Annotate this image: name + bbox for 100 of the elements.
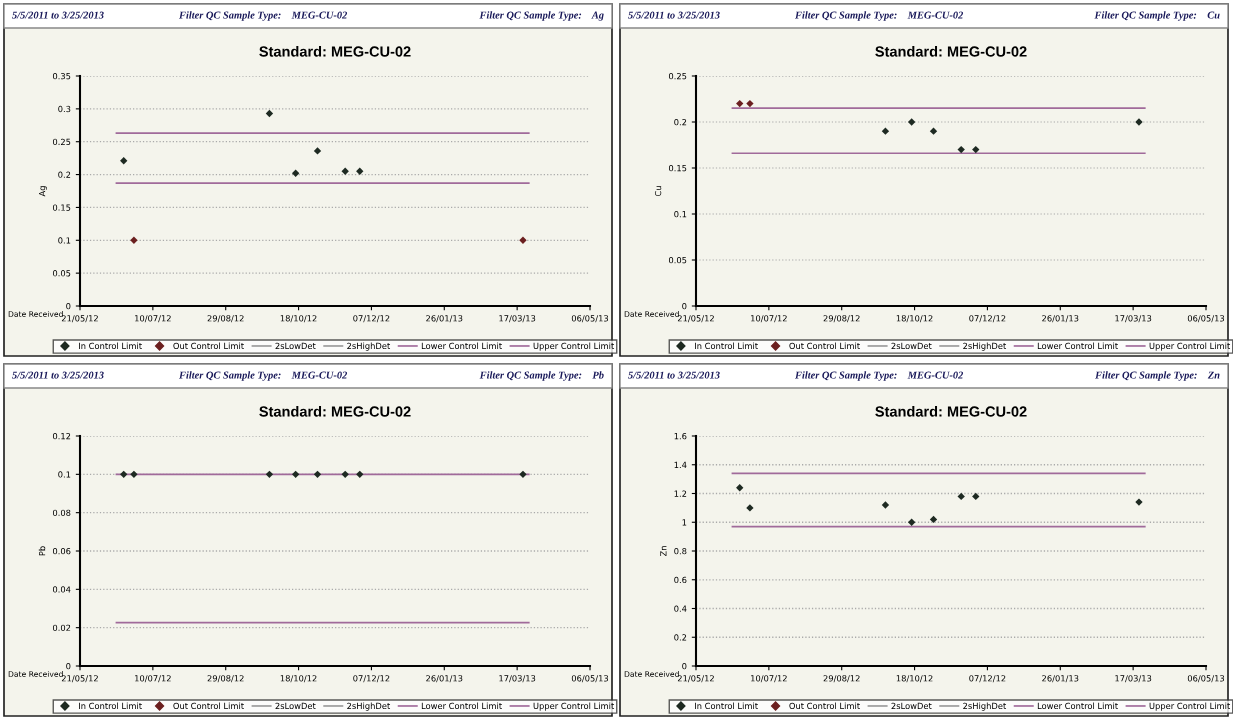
y-tick-label: 0.1 bbox=[58, 471, 71, 478]
y-tick-label: 0.1 bbox=[58, 237, 71, 244]
x-tick-label: 21/05/12 bbox=[677, 315, 714, 323]
x-tick-label: 07/12/12 bbox=[969, 315, 1006, 323]
x-tick-label: 17/03/13 bbox=[1115, 675, 1152, 683]
point bbox=[130, 236, 138, 244]
legend-label: In Control Limit bbox=[79, 342, 142, 350]
legend-label: Out Control Limit bbox=[173, 702, 244, 710]
point bbox=[972, 492, 980, 501]
point bbox=[736, 484, 744, 492]
legend-label: In Control Limit bbox=[695, 342, 758, 350]
y-tick-label: 1.2 bbox=[674, 490, 687, 497]
text: Filter QC Sample Type: MEG-CU-02 bbox=[178, 11, 348, 21]
y-tick-label: 0.06 bbox=[52, 547, 71, 555]
y-tick-label: 0.25 bbox=[52, 138, 71, 145]
y-tick-label: 0.6 bbox=[674, 576, 687, 584]
text: Filter QC Sample Type: MEG-CU-02 bbox=[794, 11, 964, 21]
text: 5/5/2011 to 3/25/2013 bbox=[12, 371, 104, 379]
point bbox=[881, 501, 890, 509]
legend-label: 2sLowDet bbox=[275, 702, 316, 710]
y-tick-label: 0.2 bbox=[674, 634, 687, 641]
x-tick-label: 10/07/12 bbox=[135, 315, 171, 323]
x-tick-label: 18/10/12 bbox=[896, 675, 933, 683]
y-axis-title: Pb bbox=[38, 546, 46, 556]
y-tick-label: 0.35 bbox=[52, 72, 71, 80]
legend-label: 2sHighDet bbox=[347, 342, 391, 351]
point bbox=[291, 169, 300, 177]
x-tick-label: 29/08/12 bbox=[207, 315, 244, 323]
x-tick-label: 07/12/12 bbox=[353, 675, 390, 683]
x-tick-label: 17/03/13 bbox=[1115, 315, 1152, 323]
point bbox=[929, 515, 938, 524]
point bbox=[265, 109, 274, 118]
chart-title: Standard: MEG-CU-02 bbox=[259, 405, 411, 417]
point bbox=[356, 167, 364, 175]
legend-label: 2sLowDet bbox=[891, 702, 932, 710]
text: Filter QC Sample Type: MEG-CU-02 bbox=[178, 371, 348, 381]
legend-label: 2sHighDet bbox=[963, 702, 1007, 711]
legend-label: 2sHighDet bbox=[347, 702, 391, 711]
x-tick-label: 10/07/12 bbox=[751, 675, 787, 683]
y-tick-label: 0.1 bbox=[674, 210, 687, 218]
legend-label: Lower Control Limit bbox=[1037, 342, 1118, 350]
y-tick-label: 0 bbox=[66, 302, 71, 310]
legend-label: Upper Control Limit bbox=[533, 342, 615, 351]
y-tick-label: 0.02 bbox=[52, 624, 71, 631]
text: Filter QC Sample Type: MEG-CU-02 bbox=[794, 371, 964, 381]
x-tick-label: 07/12/12 bbox=[969, 675, 1006, 683]
point bbox=[746, 99, 754, 108]
point bbox=[972, 145, 980, 154]
text: Filter QC Sample Type: Zn bbox=[1095, 371, 1220, 381]
y-tick-label: 1.6 bbox=[674, 432, 687, 440]
x-tick-label: 06/05/13 bbox=[1187, 675, 1225, 683]
x-tick-label: 18/10/12 bbox=[280, 315, 317, 323]
x-tick-label: 26/01/13 bbox=[1042, 675, 1079, 683]
y-tick-label: 0.15 bbox=[52, 204, 71, 211]
point bbox=[957, 145, 965, 154]
point bbox=[736, 99, 744, 108]
text: 5/5/2011 to 3/25/2013 bbox=[12, 11, 104, 19]
legend-label: In Control Limit bbox=[695, 702, 758, 710]
point bbox=[957, 492, 965, 501]
y-tick-label: 0.2 bbox=[58, 171, 71, 178]
y-axis-title: Ag bbox=[39, 186, 47, 197]
legend-label: Out Control Limit bbox=[173, 342, 244, 350]
x-tick-label: 06/05/13 bbox=[571, 315, 609, 323]
chart-title: Standard: MEG-CU-02 bbox=[875, 45, 1027, 57]
legend-label: Lower Control Limit bbox=[421, 342, 502, 350]
y-tick-label: 0.2 bbox=[674, 118, 687, 126]
legend-label: Upper Control Limit bbox=[533, 702, 615, 711]
x-tick-label: 10/07/12 bbox=[135, 675, 171, 683]
x-tick-label: 18/10/12 bbox=[280, 675, 317, 683]
point bbox=[907, 518, 916, 526]
y-tick-label: 0.25 bbox=[668, 72, 687, 80]
y-axis-title: Cu bbox=[654, 186, 662, 197]
legend-label: 2sHighDet bbox=[963, 342, 1007, 351]
x-tick-label: 26/01/13 bbox=[426, 675, 463, 683]
x-tick-label: 18/10/12 bbox=[896, 315, 933, 323]
x-tick-label: 29/08/12 bbox=[823, 315, 860, 323]
point bbox=[120, 157, 128, 165]
point bbox=[881, 127, 890, 135]
text: 5/5/2011 to 3/25/2013 bbox=[628, 371, 720, 379]
x-tick-label: 06/05/13 bbox=[571, 675, 609, 683]
y-tick-label: 0.04 bbox=[52, 586, 71, 593]
legend-label: Lower Control Limit bbox=[421, 702, 502, 710]
x-tick-label: 07/12/12 bbox=[353, 315, 390, 323]
y-tick-label: 1.4 bbox=[674, 461, 687, 468]
x-tick-label: 29/08/12 bbox=[207, 675, 244, 683]
x-tick-label: 06/05/13 bbox=[1187, 315, 1225, 323]
x-tick-label: 21/05/12 bbox=[61, 315, 98, 323]
point bbox=[313, 147, 322, 155]
y-tick-label: 1 bbox=[682, 519, 687, 526]
legend-label: Lower Control Limit bbox=[1037, 702, 1118, 710]
text: Filter QC Sample Type: Ag bbox=[479, 11, 604, 21]
text: Filter QC Sample Type: Pb bbox=[479, 371, 604, 381]
y-tick-label: 0 bbox=[66, 662, 71, 670]
legend-label: Out Control Limit bbox=[789, 702, 860, 710]
chart-title: Standard: MEG-CU-02 bbox=[259, 45, 411, 57]
x-tick-label: 17/03/13 bbox=[499, 315, 536, 323]
chart-title: Standard: MEG-CU-02 bbox=[875, 405, 1027, 417]
x-tick-label: 29/08/12 bbox=[823, 675, 860, 683]
legend-label: Upper Control Limit bbox=[1149, 342, 1231, 351]
y-tick-label: 0.12 bbox=[52, 432, 71, 440]
